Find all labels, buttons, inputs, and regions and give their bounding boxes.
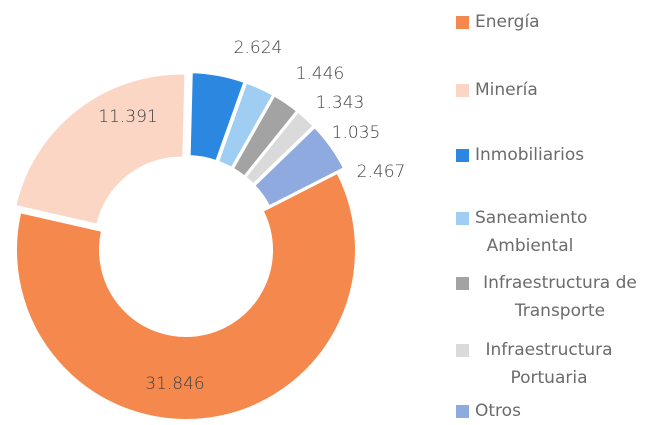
donut-segment: [252, 125, 346, 208]
legend-label: Otros: [475, 401, 521, 421]
data-label: 2.467: [357, 162, 406, 182]
legend-item: Energía: [456, 8, 540, 36]
data-label: 11.391: [98, 107, 157, 127]
legend-item: Minería: [456, 76, 538, 104]
legend-swatch: [456, 212, 469, 225]
donut-segment: [188, 71, 246, 163]
data-label: 1.343: [316, 93, 365, 113]
legend-swatch: [456, 344, 469, 357]
legend-swatch: [456, 16, 469, 29]
data-label: 1.446: [296, 64, 345, 84]
legend-label: Infraestructura Portuaria: [485, 340, 613, 388]
legend-label: Minería: [475, 80, 538, 100]
legend-label: Saneamiento Ambiental: [475, 208, 588, 256]
donut-segment: [231, 94, 299, 178]
legend-swatch: [456, 84, 469, 97]
legend-item: Infraestructura de Transporte: [456, 269, 645, 325]
legend-item: Otros: [456, 397, 521, 425]
legend-item: Inmobiliarios: [456, 141, 584, 169]
data-label: 1.035: [332, 123, 381, 143]
legend-swatch: [456, 405, 469, 418]
legend-label: Energía: [475, 12, 540, 32]
legend-label: Inmobiliarios: [475, 145, 585, 165]
data-label: 2.624: [234, 38, 283, 58]
legend-label: Infraestructura de Transporte: [483, 273, 637, 321]
legend-item: Saneamiento Ambiental: [456, 204, 588, 260]
legend-item: Infraestructura Portuaria: [456, 336, 623, 392]
legend-swatch: [456, 277, 469, 290]
donut-segment: [14, 72, 187, 226]
legend-swatch: [456, 149, 469, 162]
donut-segment: [243, 110, 316, 186]
data-label: 31.846: [145, 374, 204, 394]
donut-segment: [15, 171, 357, 421]
donut-segment: [216, 81, 275, 170]
